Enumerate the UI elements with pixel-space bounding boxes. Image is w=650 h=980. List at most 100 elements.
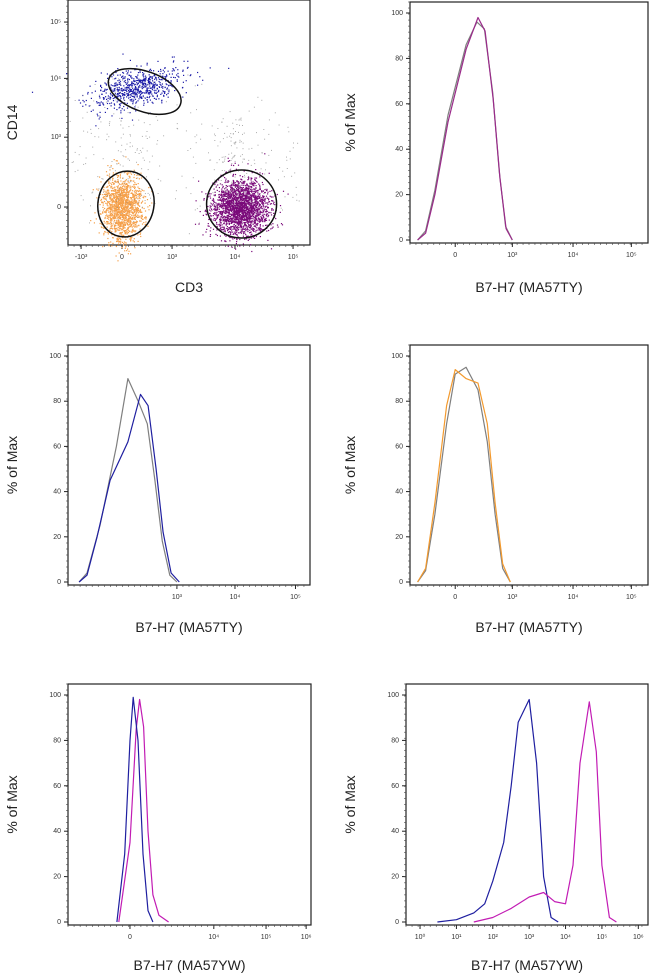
event-dot xyxy=(262,212,264,214)
event-dot xyxy=(128,126,130,128)
event-dot xyxy=(109,201,111,203)
event-dot xyxy=(125,195,127,197)
event-dot xyxy=(141,223,144,225)
event-dot xyxy=(125,82,127,84)
event-dot xyxy=(117,208,119,210)
event-dot xyxy=(171,70,173,72)
event-dot xyxy=(224,240,226,242)
event-dot xyxy=(117,185,119,187)
event-dot xyxy=(265,162,267,164)
event-dot xyxy=(134,83,136,85)
event-dot xyxy=(251,177,253,179)
event-dot xyxy=(233,213,235,215)
y-axis-title: % of Max xyxy=(342,93,358,151)
event-dot xyxy=(230,233,232,235)
event-dot xyxy=(117,90,119,92)
event-dot xyxy=(221,211,223,213)
event-dot xyxy=(232,189,234,190)
event-dot xyxy=(98,94,100,96)
event-dot xyxy=(225,206,227,208)
event-dot xyxy=(130,187,132,189)
event-dot xyxy=(261,199,263,201)
event-dot xyxy=(151,87,153,89)
event-dot xyxy=(233,207,235,209)
event-dot xyxy=(137,214,139,216)
event-dot xyxy=(100,84,102,86)
event-dot xyxy=(119,211,122,213)
event-dot xyxy=(216,221,218,224)
gate-ellipse[interactable] xyxy=(93,167,160,242)
event-dot xyxy=(119,183,121,186)
event-dot xyxy=(108,244,110,246)
event-dot xyxy=(106,214,108,216)
event-dot xyxy=(238,190,240,192)
event-dot xyxy=(119,199,121,201)
event-dot xyxy=(260,228,262,230)
event-dot xyxy=(119,79,121,81)
event-dot xyxy=(148,209,150,211)
event-dot xyxy=(234,176,236,178)
event-dot xyxy=(123,94,125,96)
event-dot xyxy=(230,190,232,192)
event-dot xyxy=(261,201,263,203)
event-dot xyxy=(260,211,262,213)
event-dot xyxy=(221,190,223,192)
event-dot xyxy=(192,177,194,179)
event-dot xyxy=(259,200,261,202)
event-dot xyxy=(124,223,126,225)
event-dot xyxy=(203,199,205,201)
event-dot xyxy=(122,75,124,77)
event-dot xyxy=(259,201,261,203)
event-dot xyxy=(123,211,126,213)
event-dot xyxy=(262,214,264,217)
event-dot xyxy=(250,194,252,196)
event-dot xyxy=(120,95,122,98)
event-dot xyxy=(125,229,128,231)
event-dot xyxy=(144,202,146,204)
event-dot xyxy=(119,95,121,97)
event-dot xyxy=(270,248,273,250)
event-dot xyxy=(78,99,80,101)
event-dot xyxy=(111,204,113,206)
event-dot xyxy=(130,224,132,226)
event-dot xyxy=(228,190,230,192)
event-dot xyxy=(220,210,222,212)
event-dot xyxy=(272,196,274,198)
event-dot xyxy=(122,165,124,167)
event-dot xyxy=(256,204,258,206)
event-dot xyxy=(256,202,258,204)
event-dot xyxy=(116,213,118,215)
event-dot xyxy=(124,199,126,202)
event-dot xyxy=(176,79,178,81)
event-dot xyxy=(216,203,218,205)
event-dot xyxy=(108,190,110,192)
event-dot xyxy=(254,182,256,185)
event-dot xyxy=(152,80,154,82)
event-dot xyxy=(118,191,120,193)
event-dot xyxy=(125,89,127,91)
event-dot xyxy=(255,210,257,212)
event-dot xyxy=(113,159,115,161)
event-dot xyxy=(103,234,105,236)
event-dot xyxy=(102,206,104,208)
event-dot xyxy=(224,203,226,205)
event-dot xyxy=(116,89,118,91)
event-dot xyxy=(254,195,256,197)
event-dot xyxy=(221,156,223,158)
event-dot xyxy=(209,213,211,215)
event-dot xyxy=(140,190,142,193)
event-dot xyxy=(127,192,129,194)
event-dot xyxy=(110,227,112,229)
gate-ellipse[interactable] xyxy=(205,169,278,239)
event-dot xyxy=(120,120,122,122)
event-dot xyxy=(126,232,128,234)
event-dot xyxy=(266,202,268,204)
event-dot xyxy=(125,87,127,89)
event-dot xyxy=(148,69,151,71)
event-dot xyxy=(220,219,223,221)
event-dot xyxy=(142,72,144,74)
event-dot xyxy=(256,217,258,219)
event-dot xyxy=(132,202,134,204)
event-dot xyxy=(102,202,104,204)
gate-ellipse[interactable] xyxy=(102,60,187,124)
